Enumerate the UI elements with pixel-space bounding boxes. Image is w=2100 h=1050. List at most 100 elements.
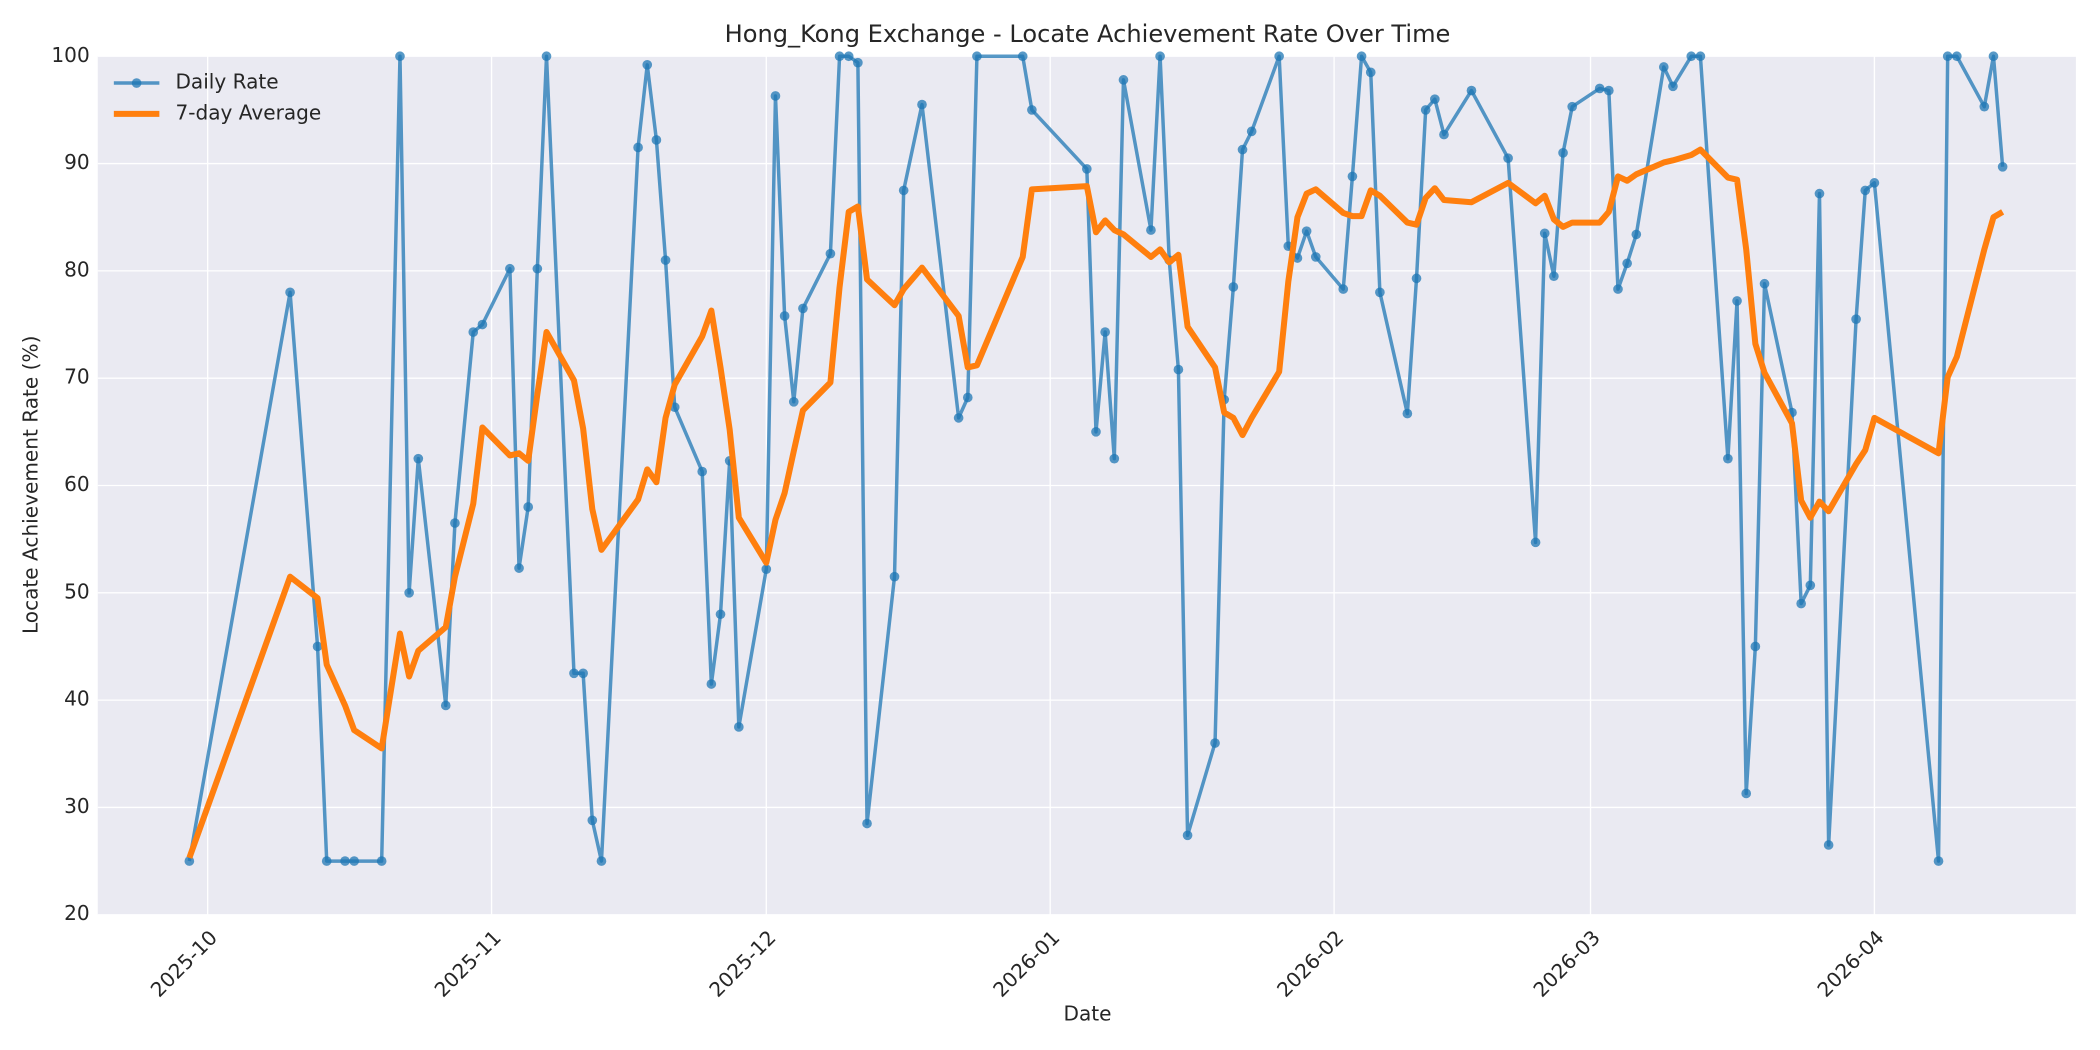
data-point [761,564,772,575]
x-tick-label: 2026-04 [1812,925,1888,1001]
y-tick-label: 80 [64,257,90,281]
x-tick-label: 2025-11 [430,925,506,1001]
data-point [1860,185,1871,196]
data-point [788,396,799,407]
data-point [1851,314,1861,324]
data-point [1301,226,1312,236]
legend-label: 7-day Average [175,100,321,124]
data-point [1356,51,1367,62]
data-point [1567,101,1578,112]
data-point [1979,101,1990,112]
data-point [1997,161,2008,172]
data-point [715,609,726,620]
data-point [642,60,653,70]
data-point [1338,284,1349,294]
data-point [349,856,360,866]
data-point [1402,408,1413,419]
data-point [596,856,607,866]
data-point [1091,427,1101,437]
y-tick-label: 40 [64,687,90,711]
data-point [1017,51,1028,62]
data-point [1686,51,1697,62]
data-point [798,303,808,314]
data-point [285,287,295,298]
data-point [468,327,479,337]
y-tick-label: 60 [64,472,90,496]
y-tick-label: 70 [64,365,90,389]
y-tick-label: 100 [51,43,89,67]
data-point [1292,253,1303,263]
data-point [523,502,534,512]
data-point [862,818,872,829]
data-point [1182,830,1193,841]
data-point [1668,81,1678,92]
data-point [1310,252,1321,262]
data-point [532,263,543,274]
data-point [1933,856,1944,866]
data-point [1695,51,1706,62]
y-axis-label: Locate Achievement Rate (%) [19,336,43,634]
data-point [1796,598,1806,609]
data-point [1594,83,1605,94]
data-point [514,563,524,573]
data-point [770,91,781,101]
data-point [1805,580,1816,591]
data-point [1539,228,1550,239]
data-point [477,319,488,330]
data-point [697,466,708,477]
data-point [1741,788,1752,799]
data-point [1100,327,1110,337]
data-point [413,453,424,464]
data-point [1274,51,1284,62]
x-tick-label: 2025-12 [704,925,780,1001]
data-point [1430,94,1440,104]
data-point [376,856,387,866]
data-point [1869,178,1880,188]
data-point [779,311,790,321]
y-tick-label: 50 [64,579,90,603]
data-point [917,99,927,110]
data-point [1347,171,1358,182]
data-point [1750,641,1761,652]
data-point [1146,225,1156,235]
data-point [889,571,900,582]
data-point [843,51,854,62]
x-tick-label: 2026-01 [988,925,1064,1001]
data-point [569,668,579,679]
data-point [1237,144,1248,155]
data-point [1155,51,1165,62]
data-point [587,815,598,826]
data-point [312,641,323,652]
data-point [1466,85,1477,96]
data-point [1622,258,1632,269]
y-tick-label: 90 [64,150,90,174]
x-tick-label: 2026-02 [1272,925,1348,1001]
data-point [1420,105,1431,115]
data-point [1558,148,1568,158]
data-point [734,722,744,732]
data-point [633,142,643,153]
data-point [1631,229,1642,240]
y-tick-label: 20 [64,901,90,925]
data-point [1109,453,1120,464]
data-point [962,392,973,403]
data-point [953,413,964,423]
data-point [1503,153,1513,164]
data-point [651,135,662,145]
data-point [1732,296,1742,306]
data-point [1246,126,1257,137]
data-point [1604,85,1614,96]
data-point [1613,284,1623,294]
data-point [1530,537,1541,548]
x-tick-label: 2025-10 [146,925,222,1001]
data-point [450,518,460,528]
data-point [1118,75,1129,85]
data-point [395,51,405,62]
data-point [1228,282,1239,292]
data-point [825,248,836,259]
data-point [853,57,863,68]
data-point [1173,364,1184,375]
data-point [340,856,350,866]
